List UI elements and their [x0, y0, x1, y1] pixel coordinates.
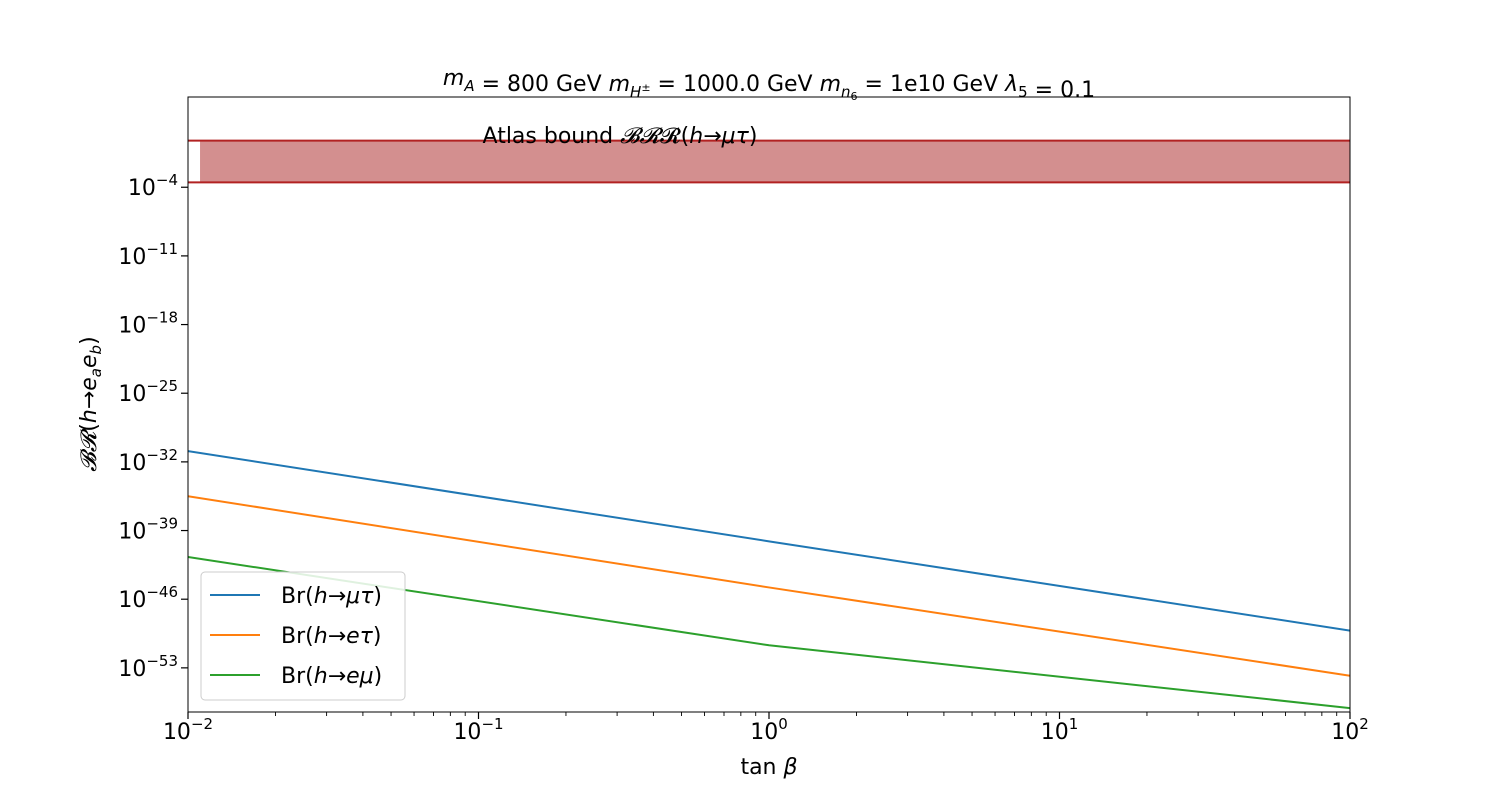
y-tick-label: 10−4	[128, 171, 178, 201]
y-axis-ticks: 10−4 10−11 10−18 10−25 10−32 10−39 10−46 10−53	[118, 171, 188, 682]
x-tick-label: 10−2	[163, 715, 213, 745]
x-tick-label: 102	[1331, 715, 1369, 745]
title-text: = 0.1	[1028, 78, 1095, 103]
legend-label-1: Br(h→eτ)	[281, 624, 382, 649]
title-text: = 1e10 GeV	[865, 72, 1006, 97]
y-tick-label: 10−32	[118, 446, 178, 476]
legend-label-0: Br(h→μτ)	[281, 584, 382, 609]
atlas-bound-label-layer: Atlas bound 𝓑𝓡𝓡(h→μτ)	[483, 124, 758, 149]
title-subscript: H	[630, 83, 641, 101]
title-subscript: A	[463, 77, 474, 95]
title-text: = 1000.0 GeV	[658, 72, 820, 97]
y-tick-label: 10−53	[118, 652, 178, 682]
y-tick-label: 10−18	[118, 309, 178, 339]
series-line-1	[188, 495, 1350, 677]
x-tick-label: 10−1	[453, 715, 503, 745]
title-symbol: λ	[1004, 72, 1018, 97]
series-line-0	[188, 450, 1350, 632]
legend-box	[200, 571, 406, 701]
y-tick-label: 10−46	[118, 583, 178, 613]
y-tick-label: 10−25	[118, 377, 178, 407]
title-subscript: ±	[641, 81, 650, 94]
title-subscript: n	[841, 83, 851, 101]
atlas-bound-band-layer	[188, 139, 1350, 184]
x-tick-label: 100	[750, 715, 788, 745]
title-symbol: m	[443, 66, 464, 91]
title-symbol: m	[820, 72, 841, 97]
title-subscript: 5	[1018, 83, 1028, 101]
y-tick-label: 10−11	[118, 240, 178, 270]
y-axis-label: 𝓑𝓡(h→eaeb)	[77, 336, 105, 471]
title-text: = 800 GeV	[475, 72, 609, 97]
x-tick-label: 101	[1041, 715, 1079, 745]
atlas-bound-band	[200, 140, 1350, 183]
atlas-bound-label: Atlas bound 𝓑𝓡𝓡(h→μτ)	[483, 124, 758, 149]
x-axis-label: tan β	[740, 755, 797, 780]
legend-label-2: Br(h→eμ)	[281, 664, 382, 689]
title-symbol: m	[609, 72, 630, 97]
x-axis-ticks: 10−2 10−1 100 101 102	[163, 712, 1369, 745]
chart-legend: Br(h→μτ) Br(h→eτ) Br(h→eμ)	[200, 571, 406, 701]
y-tick-label: 10−39	[118, 515, 178, 545]
